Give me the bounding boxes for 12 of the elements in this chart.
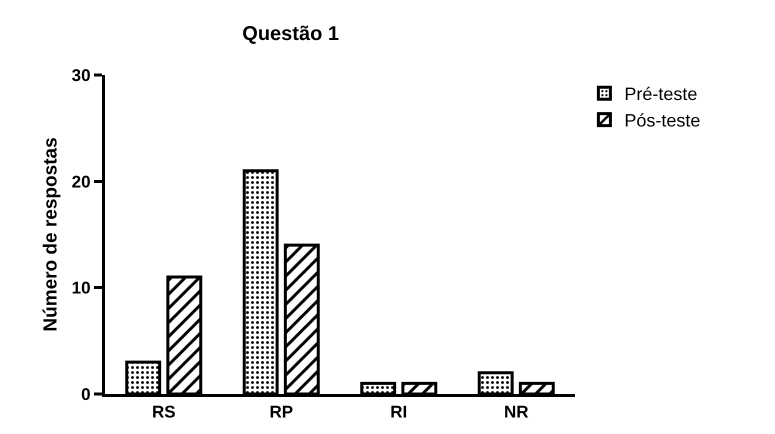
y-tick-label: 20 bbox=[72, 172, 91, 192]
chart-title: Questão 1 bbox=[242, 23, 339, 46]
x-tick-label: RI bbox=[390, 402, 408, 422]
x-tick-label: RP bbox=[269, 402, 294, 422]
y-tick-label: 0 bbox=[81, 384, 91, 404]
y-axis-title: Número de respostas bbox=[40, 137, 62, 332]
y-tick-label: 30 bbox=[72, 66, 91, 85]
x-tick-label: RS bbox=[152, 402, 176, 422]
y-tick-label: 10 bbox=[72, 278, 91, 298]
text: Pós-teste bbox=[624, 110, 700, 131]
x-tick-label: NR bbox=[504, 402, 529, 422]
text: Pré-teste bbox=[624, 84, 698, 104]
